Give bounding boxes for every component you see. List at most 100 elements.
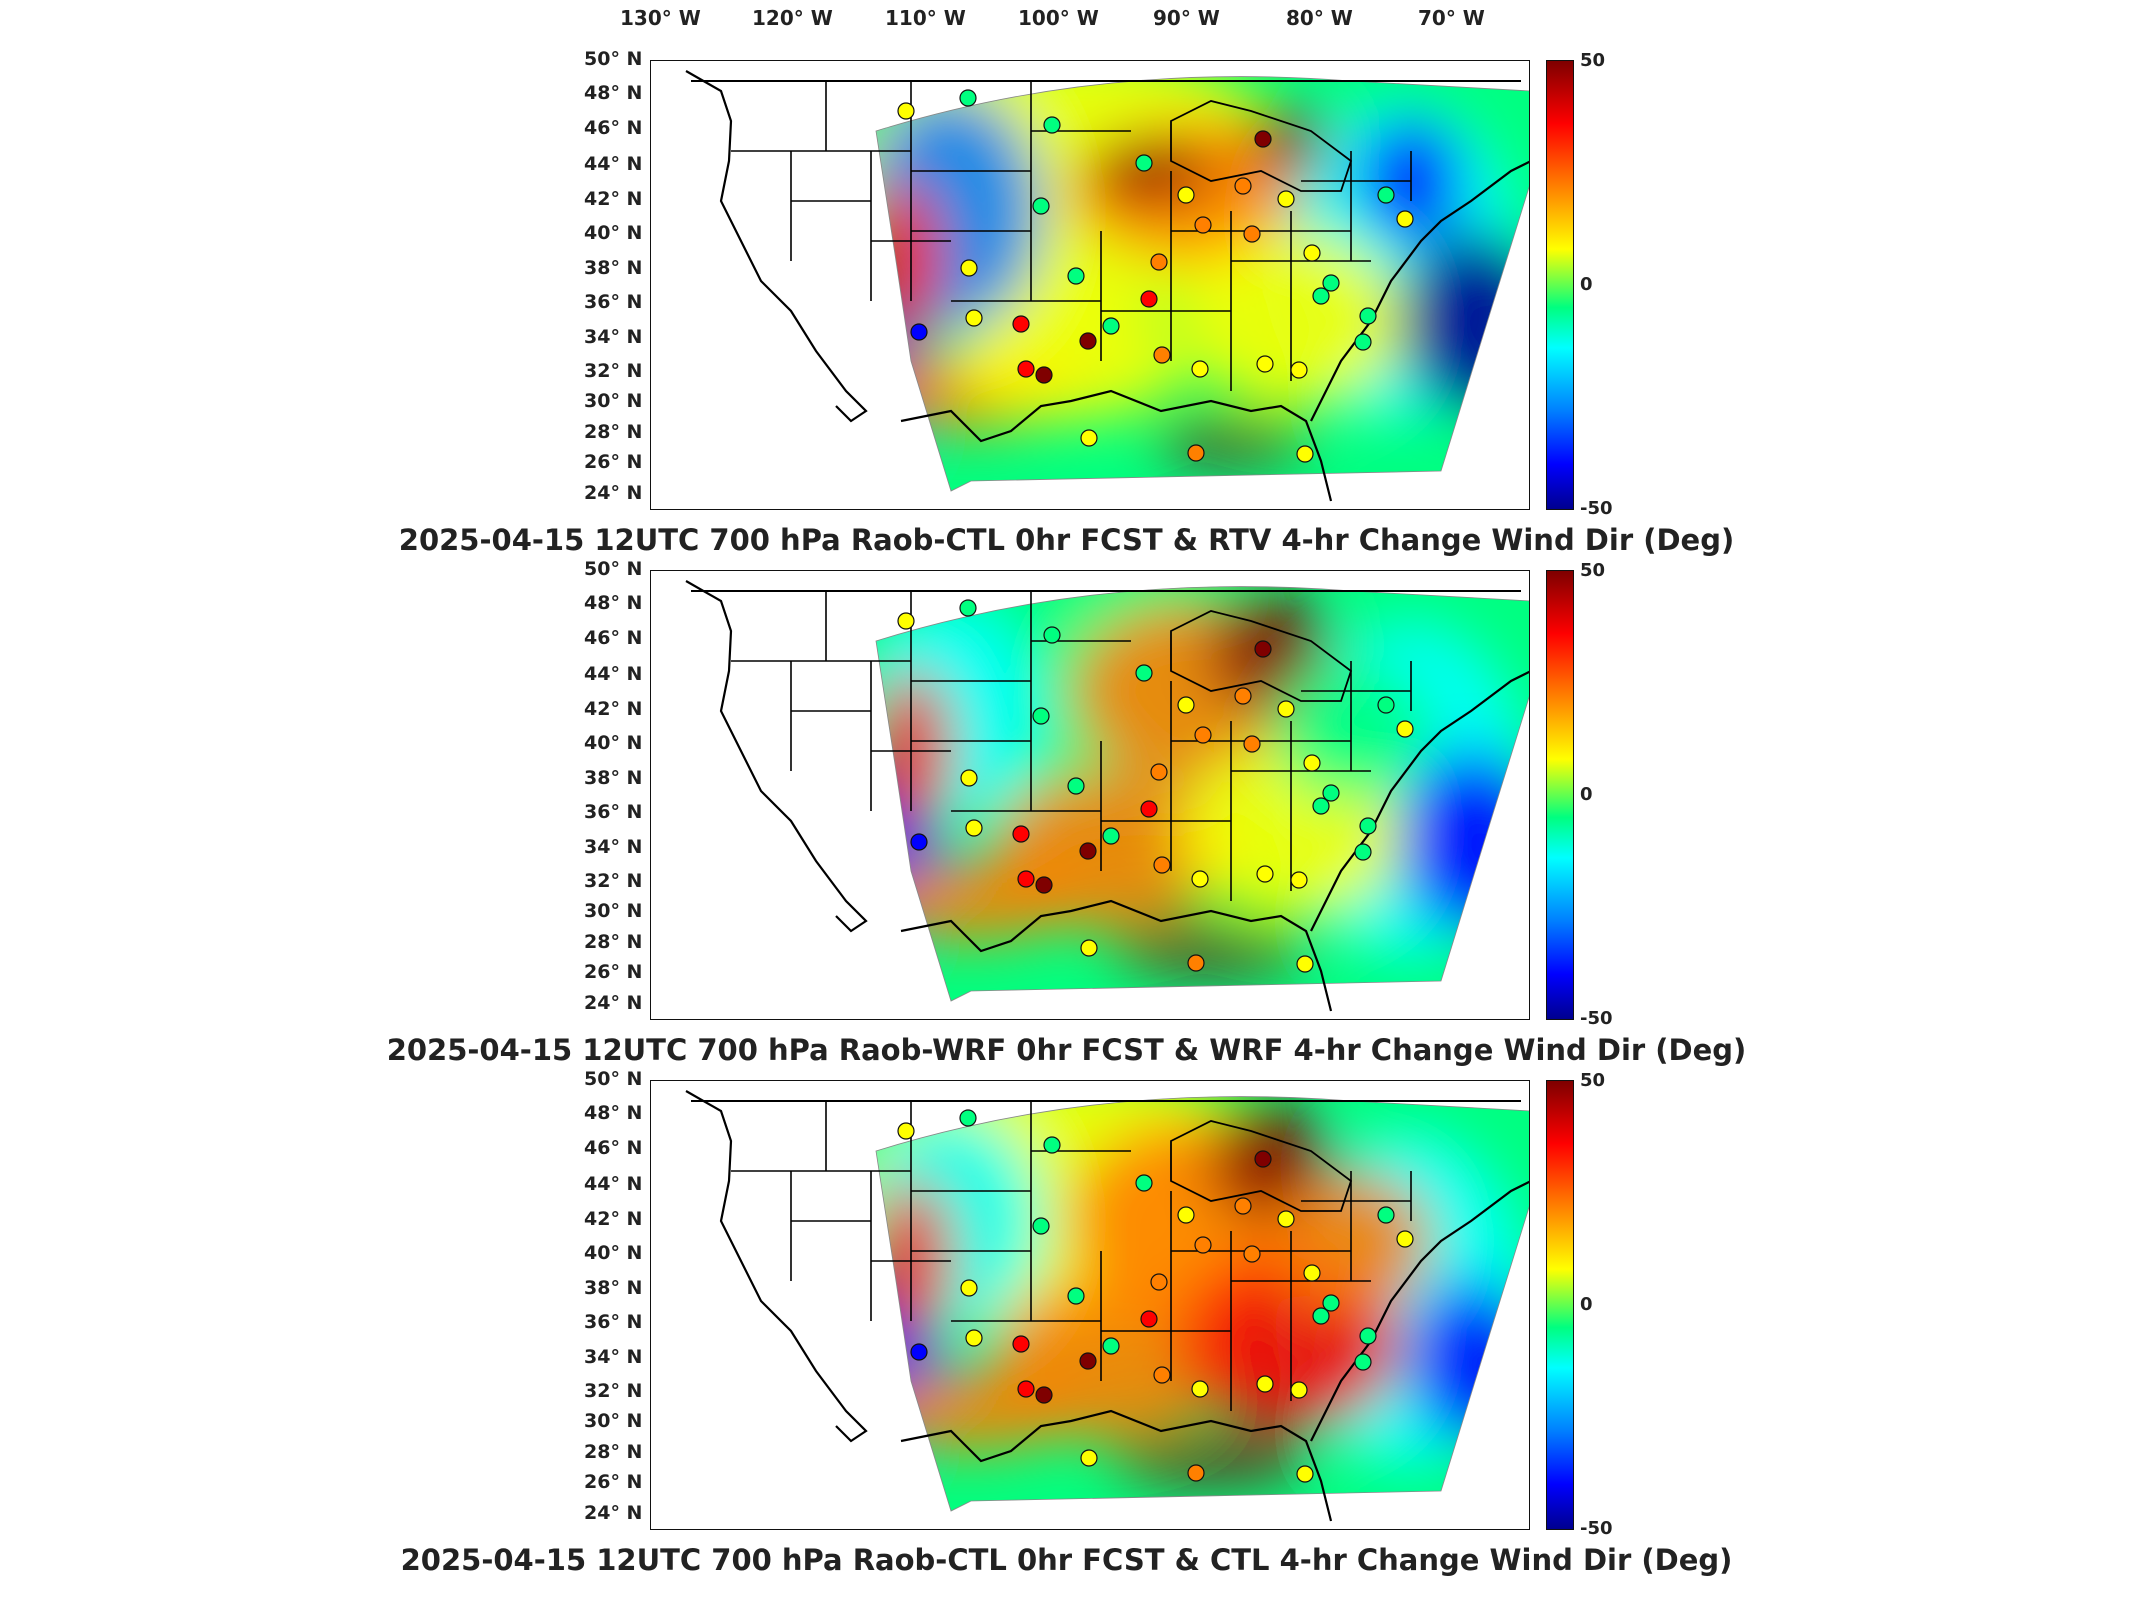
raob-station-marker [910, 323, 928, 341]
raob-station-marker [910, 1343, 928, 1361]
raob-station-marker [1234, 177, 1252, 195]
raob-station-marker [1017, 360, 1035, 378]
raob-station-marker [1254, 130, 1272, 148]
colorbar-max-label: 50 [1580, 50, 1606, 71]
raob-station-marker [1017, 1380, 1035, 1398]
coastline [685, 70, 1529, 502]
raob-station-marker [1102, 317, 1120, 335]
colorbar-mid-label: 0 [1580, 1294, 1593, 1315]
raob-station-marker [959, 89, 977, 107]
latitude-label: 32° N [584, 360, 643, 382]
raob-station-marker [1140, 290, 1158, 308]
field-anomaly [1251, 111, 1331, 171]
raob-station-marker [1187, 1464, 1205, 1482]
raob-station-marker [1102, 827, 1120, 845]
colorbar-min-label: -50 [1580, 1518, 1613, 1539]
latitude-label: 50° N [584, 558, 643, 580]
map-panel-1: 50° N 48° N 46° N 44° N 42° N 40° N 38° N 36° N… [0, 48, 2133, 570]
raob-station-marker [1396, 1230, 1414, 1248]
raob-station-marker [1254, 1150, 1272, 1168]
latitude-label: 28° N [584, 931, 643, 953]
raob-station-marker [1080, 429, 1098, 447]
latitude-label: 26° N [584, 1471, 643, 1493]
field-shading [876, 586, 1529, 973]
raob-station-marker [1067, 777, 1085, 795]
raob-station-marker [1303, 1264, 1321, 1282]
raob-station-marker [1277, 190, 1295, 208]
raob-station-marker [965, 309, 983, 327]
colorbar-mid-label: 0 [1580, 274, 1593, 295]
latitude-label: 46° N [584, 1137, 643, 1159]
raob-station-marker [1290, 871, 1308, 889]
latitude-label: 44° N [584, 663, 643, 685]
raob-station-marker [965, 819, 983, 837]
latitude-label: 24° N [584, 482, 643, 504]
raob-station-marker [1140, 1310, 1158, 1328]
latitude-label: 40° N [584, 732, 643, 754]
latitude-label: 36° N [584, 801, 643, 823]
latitude-label: 30° N [584, 390, 643, 412]
raob-station-marker [1359, 817, 1377, 835]
raob-station-marker [1354, 1353, 1372, 1371]
raob-station-marker [1035, 366, 1053, 384]
raob-station-marker [1067, 1287, 1085, 1305]
raob-station-marker [1043, 1136, 1061, 1154]
latitude-label: 30° N [584, 1410, 643, 1432]
raob-station-marker [1303, 754, 1321, 772]
latitude-label: 34° N [584, 836, 643, 858]
raob-station-marker [1032, 1217, 1050, 1235]
longitude-label: 100° W [1018, 6, 1099, 30]
raob-station-marker [960, 1279, 978, 1297]
raob-station-marker [1135, 154, 1153, 172]
longitude-label: 90° W [1153, 6, 1220, 30]
raob-station-marker [960, 259, 978, 277]
field-anomaly [876, 181, 941, 341]
raob-station-marker [1017, 870, 1035, 888]
raob-station-marker [1312, 1307, 1330, 1325]
longitude-label: 120° W [752, 6, 833, 30]
raob-station-marker [1194, 1236, 1212, 1254]
panel-title: 2025-04-15 12UTC 700 hPa Raob-WRF 0hr FC… [386, 1033, 1747, 1067]
raob-station-marker [959, 599, 977, 617]
raob-station-marker [1256, 1375, 1274, 1393]
latitude-label: 32° N [584, 870, 643, 892]
latitude-label: 24° N [584, 992, 643, 1014]
raob-station-marker [1359, 307, 1377, 325]
latitude-label: 34° N [584, 326, 643, 348]
raob-station-marker [1153, 856, 1171, 874]
raob-station-marker [1194, 726, 1212, 744]
coastline [685, 1090, 1529, 1522]
state-borders [731, 81, 1412, 391]
raob-station-marker [1256, 865, 1274, 883]
raob-station-marker [1377, 1206, 1395, 1224]
raob-station-marker [1177, 696, 1195, 714]
raob-station-marker [1080, 1449, 1098, 1467]
raob-station-marker [1254, 640, 1272, 658]
latitude-label: 28° N [584, 1441, 643, 1463]
latitude-label: 48° N [584, 592, 643, 614]
raob-station-marker [1296, 445, 1314, 463]
raob-station-marker [1177, 186, 1195, 204]
raob-station-marker [1191, 360, 1209, 378]
raob-station-marker [1322, 784, 1340, 802]
latitude-label: 46° N [584, 117, 643, 139]
raob-station-marker [1191, 870, 1209, 888]
raob-station-marker [959, 1109, 977, 1127]
raob-station-marker [1150, 763, 1168, 781]
raob-station-marker [1277, 700, 1295, 718]
raob-station-marker [1194, 216, 1212, 234]
map-plot-area [650, 570, 1530, 1020]
raob-station-marker [1043, 626, 1061, 644]
latitude-label: 44° N [584, 153, 643, 175]
model-domain-edge [875, 586, 1529, 1002]
model-domain-edge [875, 76, 1529, 492]
latitude-label: 30° N [584, 900, 643, 922]
latitude-label: 36° N [584, 1311, 643, 1333]
raob-station-marker [1035, 1386, 1053, 1404]
great-lakes [1170, 1120, 1353, 1212]
longitude-label: 70° W [1418, 6, 1485, 30]
raob-station-marker [1079, 1352, 1097, 1370]
latitude-label: 24° N [584, 1502, 643, 1524]
raob-station-marker [1153, 346, 1171, 364]
raob-station-marker [1322, 1294, 1340, 1312]
